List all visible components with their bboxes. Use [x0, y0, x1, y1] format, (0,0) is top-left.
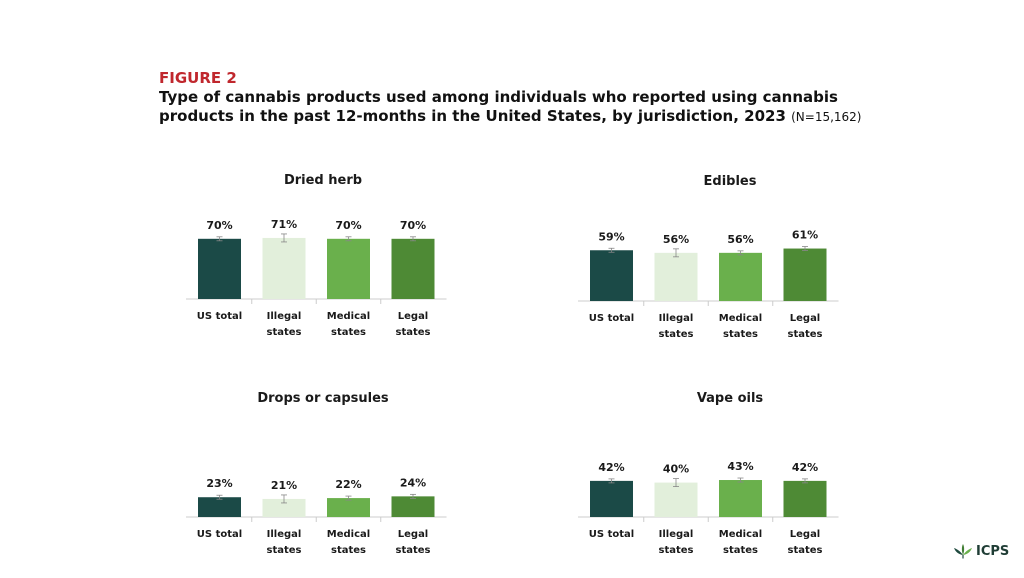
bar-3 — [391, 238, 435, 299]
bar-1 — [262, 498, 306, 517]
category-label: states — [723, 329, 758, 340]
figure-label: FIGURE 2 — [159, 69, 237, 87]
category-label: states — [267, 327, 302, 338]
category-label: Illegal — [659, 529, 694, 540]
data-label: 40% — [663, 463, 689, 476]
bar-3 — [783, 480, 827, 517]
data-label: 43% — [727, 460, 753, 473]
figure-title: Type of cannabis products used among ind… — [159, 88, 889, 127]
bar-0 — [590, 250, 633, 301]
figure-title-text: Type of cannabis products used among ind… — [159, 88, 838, 125]
category-label: states — [788, 329, 823, 340]
bar-1 — [262, 237, 306, 299]
chart-edibles: Edibles 59% US total 56% Illegal states 56% Me… — [575, 172, 855, 362]
chart-svg: 59% US total 56% Illegal states 56% Medical sta… — [578, 229, 839, 340]
chart-title: Edibles — [703, 174, 757, 189]
bar-1 — [654, 482, 698, 517]
category-label: states — [396, 327, 431, 338]
bar-2 — [719, 480, 762, 517]
data-label: 23% — [206, 477, 232, 490]
category-label: states — [267, 545, 302, 556]
category-label: Medical — [327, 311, 370, 322]
chart-title: Dried herb — [283, 173, 363, 188]
category-label: Medical — [719, 529, 762, 540]
category-label: states — [659, 545, 694, 556]
bar-3 — [391, 496, 435, 517]
chart-svg: 42% US total 40% Illegal states 43% Medical sta… — [578, 460, 839, 556]
category-label: Illegal — [267, 529, 302, 540]
bar-0 — [198, 497, 241, 517]
bar-2 — [719, 252, 762, 301]
category-label: Illegal — [267, 311, 302, 322]
category-label: states — [788, 545, 823, 556]
icps-logo: ICPS — [953, 543, 1009, 559]
chart-svg: 23% US total 21% Illegal states 22% Medical sta… — [186, 476, 447, 556]
category-label: Medical — [719, 313, 762, 324]
data-label: 71% — [271, 218, 297, 231]
chart-svg: 70% US total 71% Illegal states 70% Medical sta… — [186, 218, 447, 338]
logo-text: ICPS — [976, 543, 1010, 559]
sample-size: (N=15,162) — [791, 110, 862, 124]
category-label: Legal — [790, 313, 821, 324]
data-label: 59% — [598, 230, 624, 243]
chart-dried-herb: Dried herb 70% US total 71% Illegal states 70… — [183, 170, 463, 360]
category-label: US total — [197, 311, 242, 322]
chart-title: Drops or capsules — [257, 391, 389, 406]
data-label: 24% — [400, 476, 426, 489]
data-label: 61% — [792, 229, 818, 242]
category-label: states — [396, 545, 431, 556]
data-label: 42% — [598, 461, 624, 474]
data-label: 70% — [206, 219, 232, 232]
data-label: 70% — [400, 219, 426, 232]
category-label: states — [659, 329, 694, 340]
category-label: states — [331, 545, 366, 556]
chart-vape-oils: Vape oils 42% US total 40% Illegal states 43%… — [575, 388, 855, 578]
category-label: states — [331, 327, 366, 338]
data-label: 70% — [335, 219, 361, 232]
data-label: 56% — [727, 233, 753, 246]
category-label: US total — [197, 529, 242, 540]
category-label: Legal — [790, 529, 821, 540]
data-label: 56% — [663, 233, 689, 246]
category-label: states — [723, 545, 758, 556]
chart-drops-or-capsules: Drops or capsules 23% US total 21% Illegal s… — [183, 388, 463, 578]
cannabis-leaf-icon — [954, 544, 972, 559]
chart-title: Vape oils — [696, 391, 764, 406]
bar-0 — [198, 238, 241, 299]
bar-2 — [327, 238, 370, 299]
category-label: Legal — [398, 529, 429, 540]
data-label: 42% — [792, 461, 818, 474]
category-label: US total — [589, 529, 634, 540]
category-label: US total — [589, 313, 634, 324]
category-label: Illegal — [659, 313, 694, 324]
category-label: Legal — [398, 311, 429, 322]
bar-1 — [654, 252, 698, 301]
category-label: Medical — [327, 529, 370, 540]
bar-0 — [590, 480, 633, 517]
data-label: 21% — [271, 479, 297, 492]
data-label: 22% — [335, 478, 361, 491]
bar-2 — [327, 498, 370, 517]
bar-3 — [783, 248, 827, 301]
